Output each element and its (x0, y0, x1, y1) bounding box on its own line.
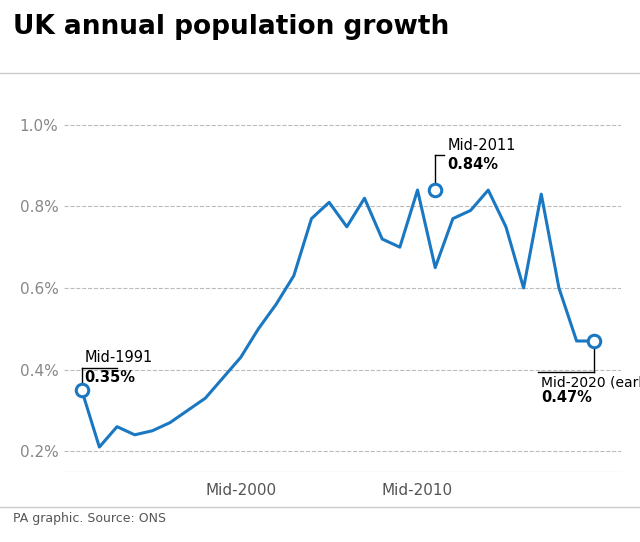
Text: Mid-2020 (early indicator): Mid-2020 (early indicator) (541, 376, 640, 390)
Text: 0.47%: 0.47% (541, 390, 593, 405)
Text: PA graphic. Source: ONS: PA graphic. Source: ONS (13, 512, 166, 525)
Text: 0.35%: 0.35% (84, 370, 135, 385)
Text: 0.84%: 0.84% (447, 157, 499, 172)
Text: Mid-2011: Mid-2011 (447, 138, 516, 153)
Text: UK annual population growth: UK annual population growth (13, 14, 449, 40)
Text: Mid-1991: Mid-1991 (84, 351, 152, 365)
